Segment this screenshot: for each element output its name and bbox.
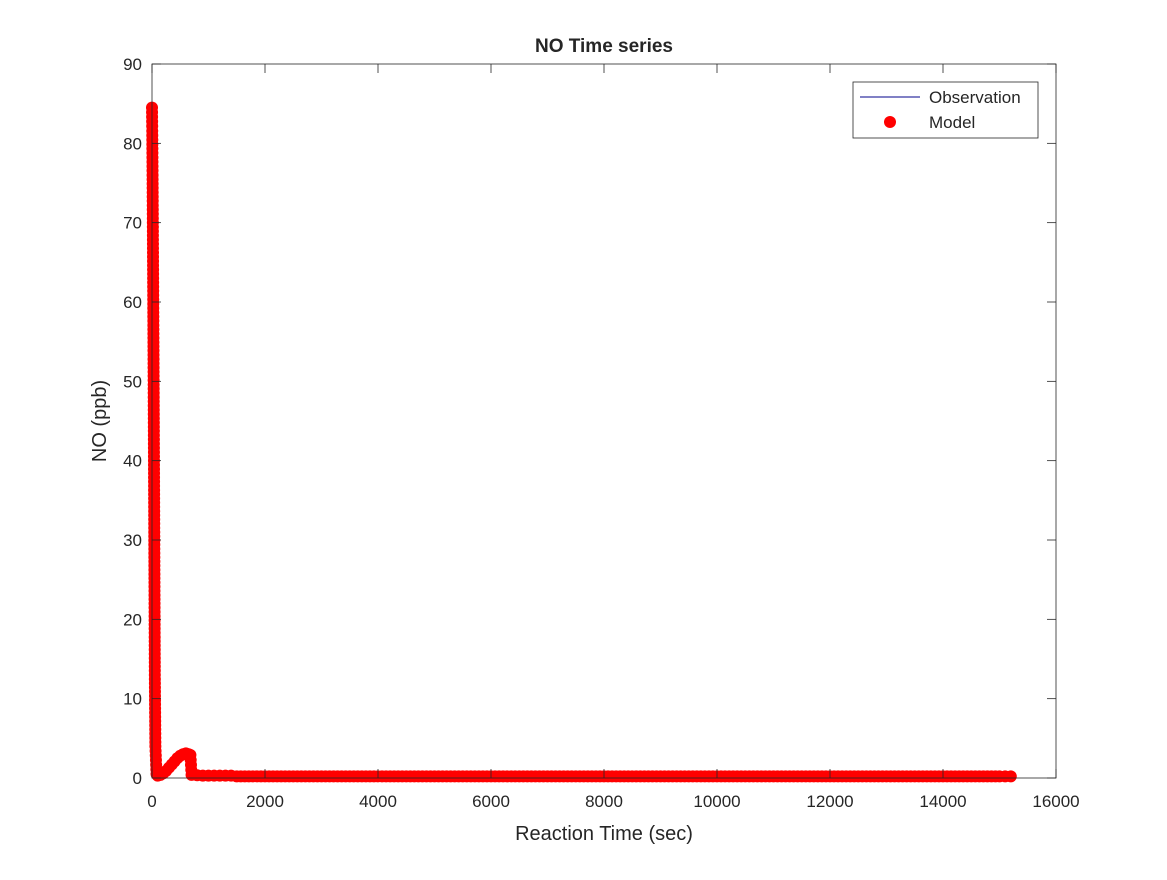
chart-title: NO Time series <box>535 36 673 57</box>
legend-label-observation: Observation <box>929 88 1021 107</box>
y-tick-label: 60 <box>123 293 142 312</box>
x-tick-label: 2000 <box>246 792 284 811</box>
x-axis-label: Reaction Time (sec) <box>515 823 693 845</box>
x-tick-label: 12000 <box>806 792 853 811</box>
x-tick-label: 4000 <box>359 792 397 811</box>
y-tick-label: 80 <box>123 134 142 153</box>
y-tick-label: 20 <box>123 610 142 629</box>
axes: 0 2000 4000 6000 8000 10000 12000 14000 16000 0 10… <box>123 55 1080 811</box>
y-tick-label: 70 <box>123 214 142 233</box>
y-axis-label: NO (ppb) <box>89 380 111 462</box>
plot-area <box>152 64 1056 778</box>
x-tick-label: 14000 <box>919 792 966 811</box>
x-tick-label: 16000 <box>1032 792 1079 811</box>
y-tick-label: 30 <box>123 531 142 550</box>
y-tick-label: 10 <box>123 690 142 709</box>
y-tick-label: 90 <box>123 55 142 74</box>
x-tick-label: 10000 <box>693 792 740 811</box>
x-tick-label: 6000 <box>472 792 510 811</box>
x-tick-label: 8000 <box>585 792 623 811</box>
y-tick-label: 50 <box>123 372 142 391</box>
legend-model-marker <box>884 116 896 128</box>
legend-label-model: Model <box>929 113 975 132</box>
y-tick-label: 0 <box>133 769 142 788</box>
x-tick-label: 0 <box>147 792 156 811</box>
legend-box <box>852 81 1039 139</box>
model-point <box>1004 770 1017 783</box>
legend: Observation Model <box>852 81 1039 139</box>
data-marks <box>146 101 1017 783</box>
y-tick-label: 40 <box>123 452 142 471</box>
